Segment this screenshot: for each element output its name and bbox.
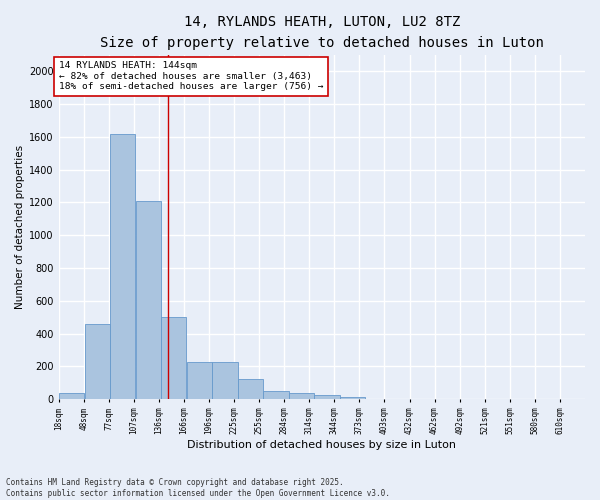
Bar	[212, 362, 238, 399]
Title: 14, RYLANDS HEATH, LUTON, LU2 8TZ
Size of property relative to detached houses i: 14, RYLANDS HEATH, LUTON, LU2 8TZ Size o…	[100, 15, 544, 50]
Bar	[110, 134, 135, 399]
Text: Contains HM Land Registry data © Crown copyright and database right 2025.
Contai: Contains HM Land Registry data © Crown c…	[6, 478, 390, 498]
Bar	[161, 317, 186, 399]
Bar	[340, 396, 365, 399]
Bar	[136, 201, 161, 399]
Bar	[263, 391, 289, 399]
X-axis label: Distribution of detached houses by size in Luton: Distribution of detached houses by size …	[187, 440, 457, 450]
Bar	[187, 362, 212, 399]
Bar	[238, 378, 263, 399]
Bar	[85, 324, 110, 399]
Text: 14 RYLANDS HEATH: 144sqm
← 82% of detached houses are smaller (3,463)
18% of sem: 14 RYLANDS HEATH: 144sqm ← 82% of detach…	[59, 62, 323, 92]
Bar	[289, 392, 314, 399]
Bar	[314, 395, 340, 399]
Bar	[59, 394, 84, 399]
Y-axis label: Number of detached properties: Number of detached properties	[15, 145, 25, 309]
